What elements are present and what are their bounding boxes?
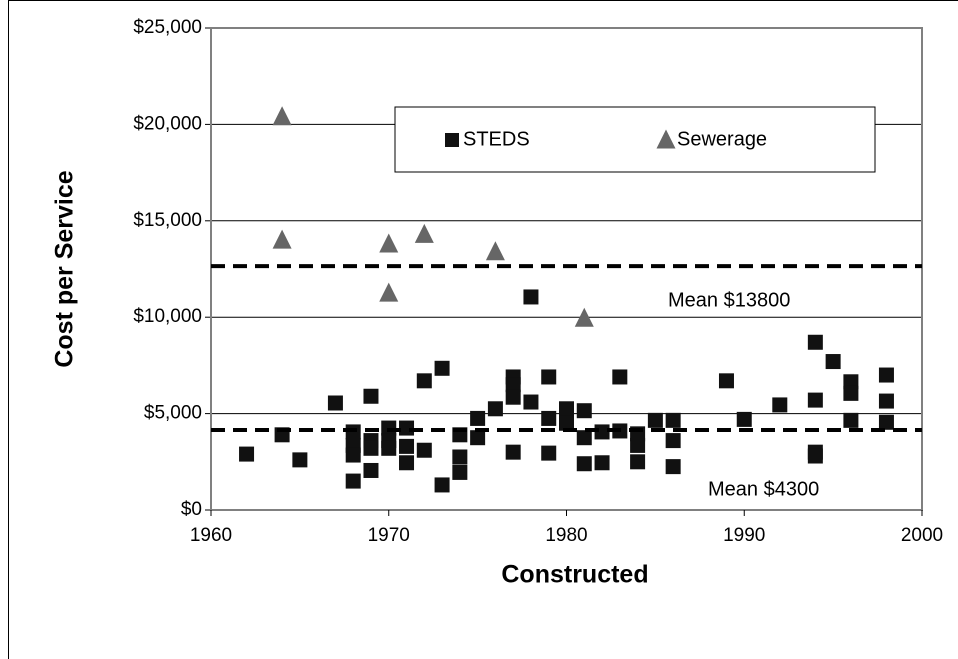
square-marker bbox=[505, 444, 521, 460]
triangle-marker bbox=[272, 106, 292, 126]
y-tick-label: $20,000 bbox=[133, 113, 202, 134]
y-tick-label: $10,000 bbox=[133, 306, 202, 327]
square-marker bbox=[807, 448, 823, 464]
square-marker bbox=[576, 430, 592, 446]
square-marker bbox=[292, 452, 308, 468]
triangle-marker bbox=[574, 307, 594, 327]
square-marker bbox=[239, 446, 255, 462]
square-marker bbox=[665, 459, 681, 475]
y-tick-label: $0 bbox=[181, 499, 202, 520]
square-marker bbox=[736, 411, 752, 427]
square-marker bbox=[878, 367, 894, 383]
square-marker bbox=[487, 401, 503, 417]
square-marker bbox=[523, 289, 539, 305]
legend-marker bbox=[445, 133, 459, 147]
square-marker bbox=[399, 455, 415, 471]
y-tick-label: $5,000 bbox=[144, 403, 202, 424]
square-marker bbox=[345, 447, 361, 463]
square-marker bbox=[434, 477, 450, 493]
square-marker bbox=[878, 414, 894, 430]
square-marker bbox=[825, 354, 841, 370]
square-marker bbox=[541, 410, 557, 426]
annotation: Mean $4300 bbox=[708, 478, 819, 500]
square-marker bbox=[843, 374, 859, 390]
square-marker bbox=[843, 412, 859, 428]
y-tick-label: $15,000 bbox=[133, 210, 202, 231]
square-marker bbox=[647, 412, 663, 428]
x-tick-label: 1960 bbox=[190, 525, 232, 546]
square-marker bbox=[576, 403, 592, 419]
square-marker bbox=[505, 377, 521, 393]
x-tick-label: 1970 bbox=[368, 525, 410, 546]
square-marker bbox=[416, 442, 432, 458]
square-marker bbox=[399, 438, 415, 454]
legend-label: STEDS bbox=[463, 128, 530, 150]
square-marker bbox=[452, 464, 468, 480]
legend-box bbox=[394, 106, 876, 173]
y-axis-title: Cost per Service bbox=[51, 170, 79, 367]
plot-border bbox=[210, 27, 923, 511]
y-tick-label: $25,000 bbox=[133, 17, 202, 38]
square-marker bbox=[612, 369, 628, 385]
triangle-marker bbox=[272, 229, 292, 249]
square-marker bbox=[772, 397, 788, 413]
square-marker bbox=[630, 454, 646, 470]
square-marker bbox=[470, 410, 486, 426]
triangle-marker bbox=[379, 282, 399, 302]
square-marker bbox=[363, 440, 379, 456]
square-marker bbox=[807, 334, 823, 350]
square-marker bbox=[559, 401, 574, 417]
square-marker bbox=[559, 415, 574, 431]
square-marker bbox=[434, 360, 450, 376]
x-tick-label: 2000 bbox=[901, 525, 943, 546]
frame bbox=[8, 0, 958, 659]
square-marker bbox=[363, 462, 379, 478]
square-marker bbox=[416, 373, 432, 389]
triangle-marker bbox=[414, 223, 434, 243]
square-marker bbox=[807, 392, 823, 408]
square-marker bbox=[718, 373, 734, 389]
square-marker bbox=[363, 388, 379, 404]
square-marker bbox=[505, 389, 521, 405]
square-marker bbox=[594, 455, 610, 471]
annotation: Mean $13800 bbox=[668, 289, 790, 311]
x-tick-label: 1990 bbox=[723, 525, 765, 546]
square-marker bbox=[327, 395, 343, 411]
legend-marker bbox=[656, 129, 676, 149]
legend-label: Sewerage bbox=[677, 128, 767, 150]
square-marker bbox=[541, 369, 557, 385]
square-marker bbox=[878, 393, 894, 409]
triangle-marker bbox=[379, 233, 399, 253]
triangle-marker bbox=[485, 241, 505, 261]
x-tick-label: 1980 bbox=[545, 525, 587, 546]
square-marker bbox=[665, 412, 681, 428]
square-marker bbox=[470, 430, 486, 446]
square-marker bbox=[630, 437, 646, 453]
square-marker bbox=[665, 433, 681, 449]
square-marker bbox=[576, 456, 592, 472]
square-marker bbox=[843, 385, 859, 401]
x-axis-title: Constructed bbox=[501, 561, 648, 589]
square-marker bbox=[523, 394, 539, 410]
square-marker bbox=[345, 473, 361, 489]
legend: STEDS Sewerage bbox=[394, 106, 876, 173]
square-marker bbox=[452, 449, 468, 465]
square-marker bbox=[381, 440, 397, 456]
square-marker bbox=[541, 445, 557, 461]
